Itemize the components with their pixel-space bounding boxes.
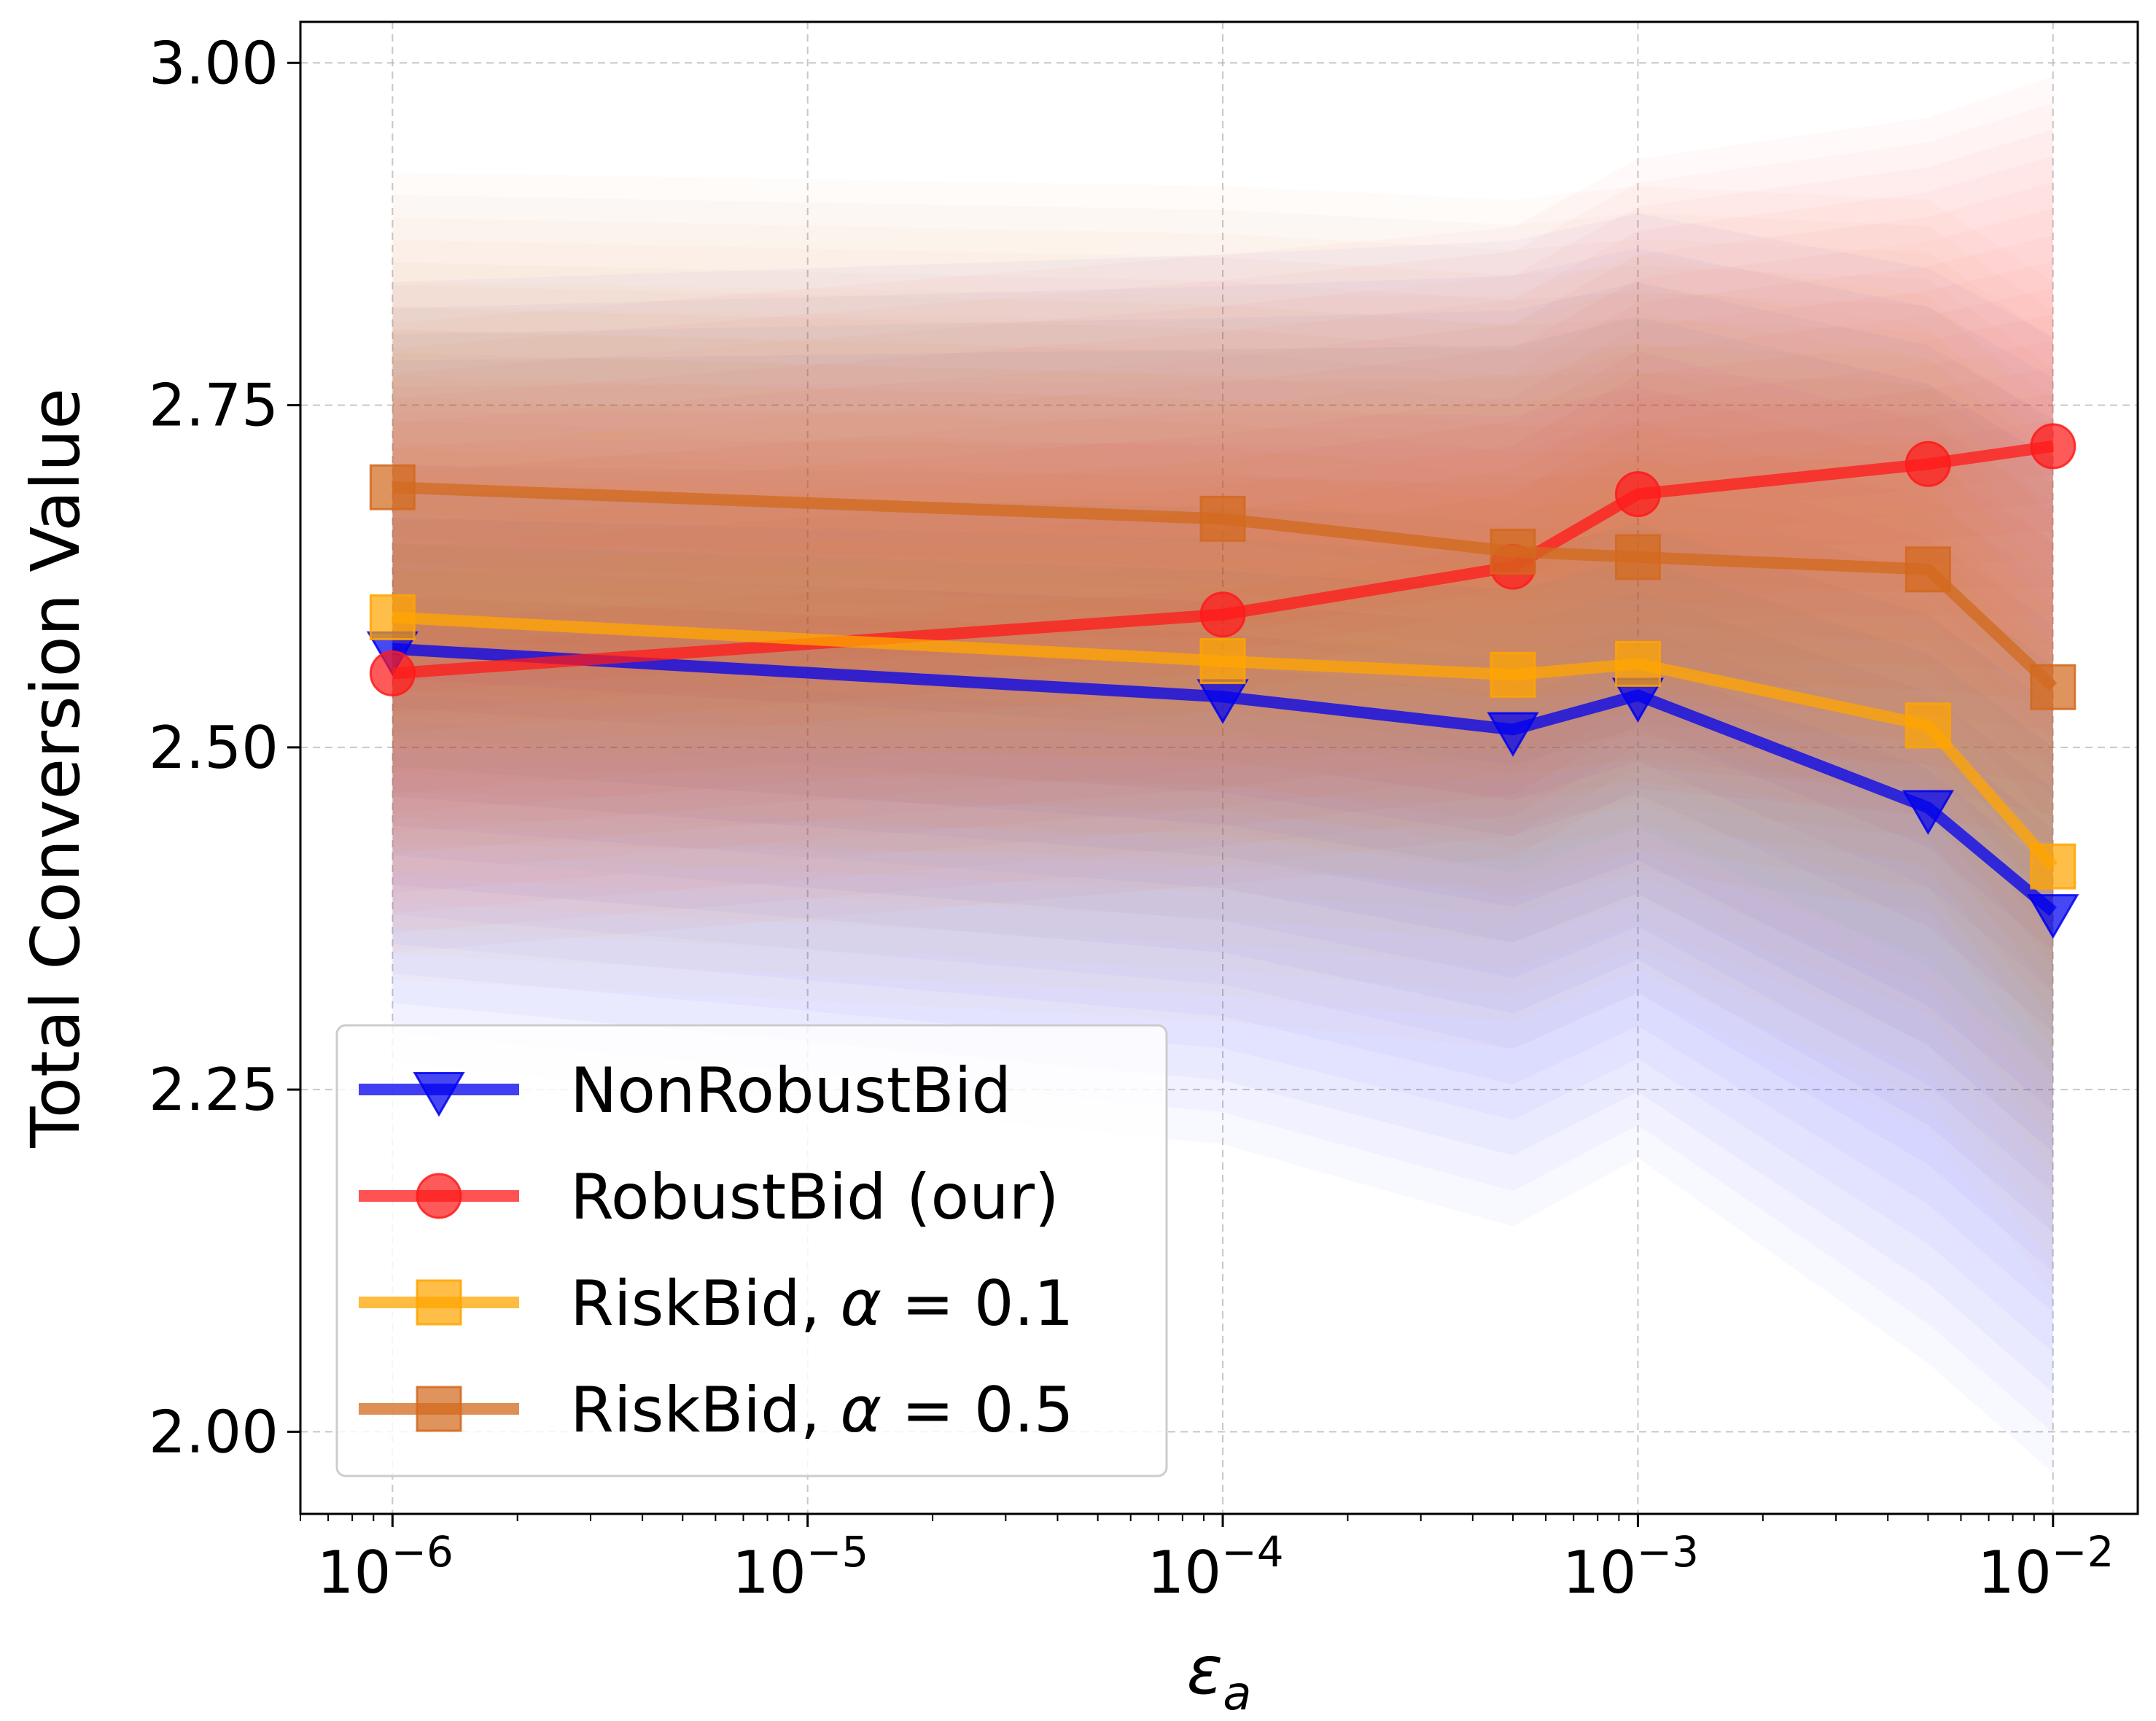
x-axis-label-main: ε — [1187, 1631, 1223, 1709]
data-point — [1902, 790, 1954, 835]
data-point — [1614, 471, 1661, 518]
legend-label-part: = 0.1 — [882, 1267, 1074, 1340]
data-point — [1614, 534, 1661, 580]
legend-label-symbol: α — [840, 1267, 882, 1340]
series-1 — [369, 423, 2077, 696]
x-axis-label-subscript: a — [1223, 1667, 1251, 1721]
legend-label: NonRobustBid — [570, 1054, 1011, 1127]
data-point — [1490, 528, 1536, 575]
x-tick-exponent: −3 — [1637, 1527, 1700, 1577]
x-axis-label: εa — [1187, 1631, 1252, 1721]
x-axis-ticks: 10−6 10−5 10−4 10−3 10−2 — [317, 1514, 2114, 1607]
x-tick-base: 10 — [1977, 1539, 2052, 1607]
x-tick-label: 10−2 — [1977, 1527, 2114, 1607]
data-point — [369, 650, 416, 696]
series-line — [392, 611, 2058, 871]
series-2 — [369, 594, 2077, 890]
x-tick-label: 10−4 — [1147, 1527, 1283, 1607]
data-point — [1199, 495, 1246, 542]
legend-frame — [335, 1024, 1168, 1477]
legend-label: RiskBid, α = 0.5 — [570, 1374, 1074, 1447]
x-tick-exponent: −6 — [391, 1527, 454, 1577]
series-line — [392, 642, 2057, 917]
x-tick-exponent: −4 — [1221, 1527, 1284, 1577]
plot-frame — [299, 20, 2139, 1515]
data-point — [1490, 651, 1536, 698]
legend-label: RiskBid, α = 0.1 — [570, 1267, 1074, 1340]
y-axis-ticks: 2.00 2.25 2.50 2.75 3.00 — [149, 29, 300, 1466]
x-tick-label: 10−6 — [317, 1527, 454, 1607]
data-point — [1904, 546, 1951, 593]
legend-marker — [413, 1072, 465, 1117]
x-tick-label: 10−3 — [1562, 1527, 1699, 1607]
y-tick-label: 2.25 — [149, 1056, 279, 1124]
x-tick-base: 10 — [1562, 1539, 1637, 1607]
data-point — [1199, 591, 1246, 638]
data-point — [2027, 894, 2079, 939]
y-axis-label: Total Conversion Value — [17, 388, 95, 1149]
y-tick-label: 2.75 — [149, 372, 279, 440]
x-tick-label: 10−5 — [732, 1527, 868, 1607]
legend-label-part: RiskBid, — [570, 1374, 840, 1447]
grid — [300, 22, 2138, 1514]
data-point — [1904, 702, 1951, 749]
x-tick-exponent: −2 — [2052, 1527, 2114, 1577]
x-tick-exponent: −5 — [806, 1527, 869, 1577]
y-tick-label: 3.00 — [149, 29, 279, 97]
legend-label-symbol: α — [840, 1374, 882, 1447]
data-point — [369, 594, 416, 641]
legend: NonRobustBid RobustBid (our) RiskBid, α = … — [335, 1024, 1168, 1477]
data-point — [1487, 712, 1539, 757]
data-point — [1904, 440, 1951, 487]
x-tick-base: 10 — [732, 1539, 806, 1607]
series-lines — [366, 423, 2079, 939]
data-point — [369, 464, 416, 510]
y-tick-label: 2.00 — [149, 1398, 279, 1466]
y-tick-label: 2.50 — [149, 714, 279, 782]
data-point — [2030, 843, 2077, 890]
legend-marker — [416, 1386, 462, 1432]
legend-label-part: RiskBid, — [570, 1267, 840, 1340]
data-point — [1614, 640, 1661, 687]
minor-ticks — [300, 1514, 2035, 1521]
x-tick-base: 10 — [317, 1539, 392, 1607]
series-3 — [369, 464, 2077, 710]
legend-label: RobustBid (our) — [570, 1161, 1059, 1234]
x-tick-base: 10 — [1147, 1539, 1221, 1607]
legend-label-part: = 0.5 — [882, 1374, 1074, 1447]
legend-marker — [416, 1173, 462, 1219]
data-point — [1199, 638, 1246, 685]
data-point — [2030, 664, 2077, 710]
legend-marker — [416, 1279, 462, 1326]
data-point — [2030, 423, 2077, 470]
